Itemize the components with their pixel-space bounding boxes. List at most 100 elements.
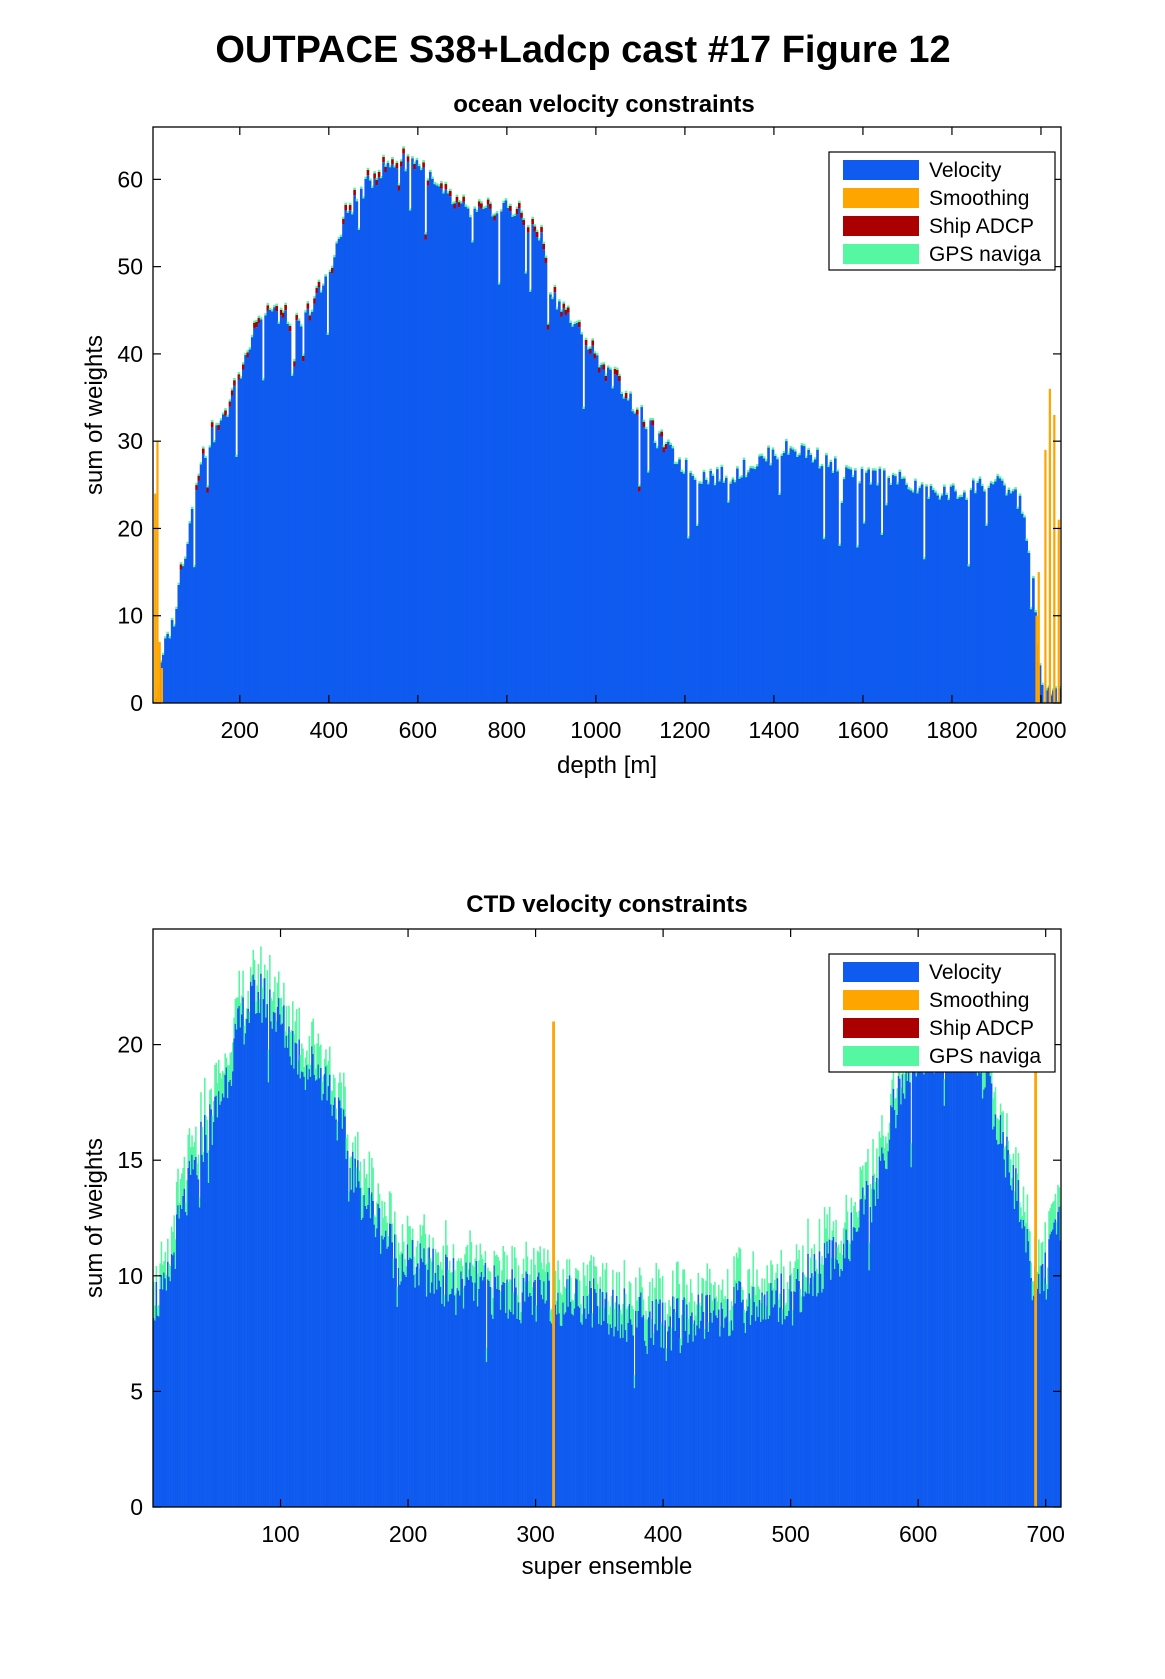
- gps-bar: [167, 1238, 169, 1262]
- gps-bar: [671, 446, 675, 449]
- velocity-bar: [170, 1253, 173, 1507]
- velocity-bar: [920, 484, 924, 703]
- gps-bar: [415, 157, 419, 161]
- gps-bar: [785, 438, 788, 442]
- gps-bar: [494, 1255, 497, 1277]
- gps-bar: [487, 1267, 489, 1280]
- gps-bar: [511, 1246, 513, 1270]
- gps-bar: [984, 1058, 987, 1088]
- gps-bar: [584, 337, 588, 340]
- gps-bar: [313, 296, 316, 299]
- velocity-bar: [476, 1306, 479, 1507]
- velocity-bar: [814, 1271, 817, 1507]
- velocity-bar: [925, 1037, 928, 1507]
- velocity-bar: [694, 1335, 697, 1507]
- gps-bar: [508, 1279, 511, 1310]
- gps-bar: [186, 1180, 188, 1216]
- velocity-bar: [595, 1292, 598, 1507]
- velocity-bar: [1039, 1293, 1041, 1507]
- velocity-bar: [805, 457, 808, 703]
- velocity-bar: [582, 1295, 585, 1507]
- velocity-bar: [805, 1293, 808, 1507]
- x-tick-label: 1200: [659, 717, 710, 743]
- gps-bar: [855, 1211, 858, 1232]
- velocity-bar: [842, 1243, 845, 1507]
- velocity-bar: [979, 1073, 981, 1507]
- velocity-bar: [938, 1065, 941, 1507]
- velocity-bar: [673, 1309, 675, 1507]
- velocity-bar: [896, 484, 899, 703]
- gps-bar: [767, 445, 770, 448]
- velocity-bar: [480, 208, 483, 704]
- gps-bar: [916, 491, 919, 494]
- velocity-bar: [956, 498, 960, 703]
- velocity-bar: [436, 1289, 438, 1507]
- gps-bar: [663, 1325, 665, 1349]
- gps-bar: [164, 636, 167, 639]
- velocity-bar: [1045, 690, 1049, 703]
- gps-bar: [905, 482, 908, 485]
- gps-bar: [684, 1298, 687, 1331]
- gps-bar: [793, 449, 797, 452]
- gps-bar: [497, 1256, 499, 1276]
- gps-bar: [943, 484, 946, 487]
- velocity-bar: [997, 1144, 999, 1507]
- gps-bar: [515, 206, 519, 209]
- velocity-bar: [932, 1023, 934, 1507]
- velocity-bar: [394, 1234, 396, 1507]
- smoothing-bar: [1044, 449, 1047, 703]
- gps-bar: [464, 204, 468, 207]
- gps-bar: [258, 999, 261, 1013]
- gps-bar: [510, 1279, 512, 1312]
- gps-bar: [535, 1305, 538, 1322]
- velocity-bar: [415, 1266, 418, 1507]
- velocity-bar: [441, 1303, 443, 1507]
- gps-bar: [822, 1264, 825, 1289]
- gps-bar: [243, 1025, 246, 1045]
- gps-bar: [307, 1064, 309, 1080]
- gps-bar: [327, 1060, 330, 1087]
- velocity-bar: [204, 1114, 206, 1507]
- velocity-bar: [195, 490, 198, 703]
- velocity-bar: [208, 447, 212, 703]
- velocity-bar: [262, 999, 265, 1507]
- velocity-bar: [626, 1341, 628, 1507]
- velocity-bar: [168, 638, 172, 703]
- gps-bar: [559, 1292, 562, 1326]
- velocity-bar: [930, 1033, 933, 1507]
- velocity-bar: [443, 1306, 446, 1507]
- velocity-bar: [549, 294, 552, 703]
- gps-bar: [374, 1216, 377, 1238]
- gps-bar: [1012, 1153, 1015, 1165]
- gps-bar: [664, 441, 668, 444]
- velocity-bar: [226, 416, 230, 703]
- gps-bar: [575, 320, 579, 323]
- gps-bar: [1009, 491, 1013, 494]
- gps-bar: [851, 1227, 854, 1241]
- smoothing-bar: [154, 493, 157, 703]
- gps-bar: [311, 309, 314, 312]
- velocity-bar: [976, 482, 980, 703]
- velocity-bar: [981, 1098, 984, 1507]
- velocity-bar: [799, 1312, 802, 1507]
- gps-bar: [384, 164, 388, 167]
- gps-bar: [570, 1277, 572, 1303]
- legend-swatch: [843, 216, 919, 236]
- gps-bar: [987, 485, 991, 488]
- gps-bar: [780, 453, 784, 456]
- gps-bar: [238, 970, 241, 1006]
- velocity-bar: [887, 1151, 890, 1507]
- velocity-bar: [199, 464, 203, 703]
- velocity-bar: [780, 1273, 783, 1507]
- gps-bar: [771, 1264, 774, 1291]
- smoothing-bar: [552, 1021, 555, 1507]
- velocity-bar: [409, 1257, 411, 1507]
- gps-bar: [469, 214, 472, 218]
- gps-bar: [826, 1214, 828, 1242]
- gps-bar: [704, 477, 708, 480]
- gps-bar: [670, 1327, 673, 1351]
- gps-bar: [737, 1257, 739, 1291]
- velocity-bar: [228, 1081, 230, 1507]
- velocity-bar: [878, 1156, 881, 1507]
